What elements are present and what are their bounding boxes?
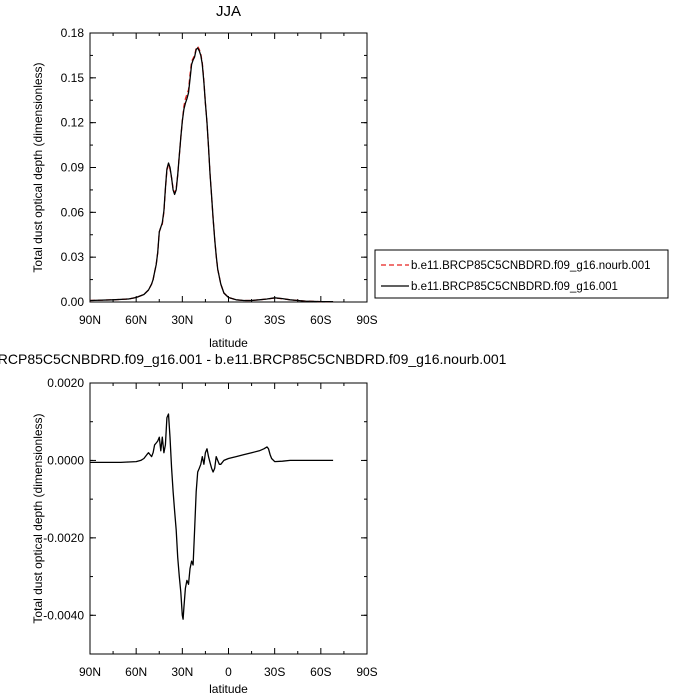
x-tick-label: 90S	[356, 313, 377, 327]
series-line-1	[90, 413, 334, 620]
x-axis-label: latitude	[209, 336, 248, 350]
legend-label-2: b.e11.BRCP85C5CNBDRD.f09_g16.001	[411, 281, 618, 293]
x-tick-label: 0	[225, 313, 232, 327]
legend-box	[374, 249, 669, 299]
y-tick-label: 0.0020	[47, 376, 84, 390]
x-tick-label: 60N	[125, 313, 147, 327]
x-tick-label: 90N	[79, 313, 101, 327]
x-tick-label: 30N	[171, 665, 193, 679]
y-axis-label: Total dust optical depth (dimensionless)	[31, 62, 45, 272]
x-tick-label: 90S	[356, 665, 377, 679]
x-tick-label: 60S	[310, 665, 331, 679]
y-tick-label: 0.18	[61, 26, 85, 40]
y-tick-label: 0.00	[61, 295, 85, 309]
legend-label-1: b.e11.BRCP85C5CNBDRD.f09_g16.nourb.001	[411, 260, 651, 272]
x-tick-label: 60N	[125, 665, 147, 679]
y-tick-label: 0.09	[61, 161, 85, 175]
y-tick-label: 0.12	[61, 116, 85, 130]
x-tick-label: 30S	[264, 665, 285, 679]
y-axis-label: Total dust optical depth (dimensionless)	[31, 413, 45, 623]
y-tick-label: 0.06	[61, 205, 85, 219]
x-tick-label: 60S	[310, 313, 331, 327]
x-tick-label: 30S	[264, 313, 285, 327]
y-tick-label: -0.0020	[43, 531, 84, 545]
series-line-2	[89, 47, 334, 303]
y-tick-label: 0.0000	[47, 453, 84, 467]
y-tick-label: 0.03	[61, 250, 85, 264]
plot-frame	[89, 32, 368, 303]
x-tick-label: 90N	[79, 665, 101, 679]
chart-title: JJA	[216, 3, 241, 20]
x-tick-label: 30N	[171, 313, 193, 327]
y-tick-label: -0.0040	[43, 608, 84, 622]
chart-title: b.e11.BRCP85C5CNBDRD.f09_g16.001 - b.e11…	[0, 351, 507, 367]
y-tick-label: 0.15	[61, 71, 85, 85]
x-axis-label: latitude	[209, 682, 248, 696]
plot-frame	[89, 382, 368, 655]
series-line-1	[89, 45, 334, 303]
x-tick-label: 0	[225, 665, 232, 679]
